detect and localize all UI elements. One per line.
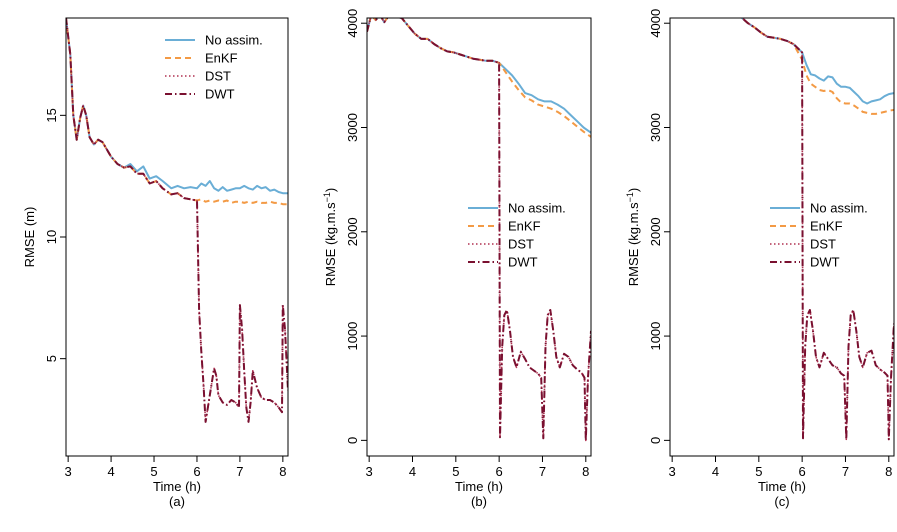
legend-label: DST xyxy=(205,69,231,84)
series-line-dashdot xyxy=(367,18,591,442)
y-tick-label: 4000 xyxy=(345,9,360,38)
y-tick-label: 10 xyxy=(44,230,59,244)
x-tick-label: 3 xyxy=(366,464,373,479)
legend-label: EnKF xyxy=(508,219,541,234)
y-tick-label: 2000 xyxy=(345,217,360,246)
series-line-dashdot xyxy=(66,18,288,423)
x-tick-label: 8 xyxy=(885,464,892,479)
plot-frame xyxy=(366,17,592,457)
x-tick-label: 7 xyxy=(842,464,849,479)
y-tick-label: 5 xyxy=(44,355,59,362)
panel-caption: (c) xyxy=(774,494,789,509)
legend-label: DST xyxy=(810,237,836,252)
legend: No assim. EnKF DST DWT xyxy=(468,201,566,270)
series-lines xyxy=(367,18,591,442)
x-tick-label: 3 xyxy=(65,464,72,479)
legend-label: EnKF xyxy=(810,219,843,234)
x-tick-label: 5 xyxy=(452,464,459,479)
legend-label: No assim. xyxy=(205,33,263,48)
y-axis-label: RMSE (kg.m.s−1) xyxy=(625,188,641,286)
y-tick-label: 2000 xyxy=(648,217,663,246)
series-line-dashed xyxy=(367,18,591,138)
x-axis-label: Time (h) xyxy=(153,479,201,494)
series-line-dashed xyxy=(715,18,894,115)
x-tick-label: 8 xyxy=(279,464,286,479)
panel-caption: (a) xyxy=(169,494,185,509)
legend-label: No assim. xyxy=(508,201,566,216)
x-tick-label: 5 xyxy=(755,464,762,479)
panel-c: 3 4 5 6 7 8 0 1000 2000 3000 4000 Time (h)(c) RMSE (… xyxy=(625,9,895,509)
series-line-solid xyxy=(367,18,591,134)
panel-caption: (b) xyxy=(471,494,487,509)
series-lines xyxy=(66,18,288,423)
legend-label: DST xyxy=(508,237,534,252)
legend: No assim. EnKF DST DWT xyxy=(770,201,868,270)
x-tick-label: 4 xyxy=(409,464,416,479)
y-tick-label: 3000 xyxy=(345,113,360,142)
y-tick-label: 4000 xyxy=(648,9,663,38)
y-tick-label: 0 xyxy=(648,437,663,444)
x-tick-label: 3 xyxy=(669,464,676,479)
x-axis-label: Time (h) xyxy=(455,479,503,494)
y-axis-label: RMSE (m) xyxy=(22,207,37,268)
x-axis-label: Time (h) xyxy=(758,479,806,494)
x-tick-label: 4 xyxy=(712,464,719,479)
legend-label: No assim. xyxy=(810,201,868,216)
y-tick-label: 3000 xyxy=(648,113,663,142)
x-tick-label: 7 xyxy=(236,464,243,479)
y-tick-label: 15 xyxy=(44,108,59,122)
series-line-dashdot xyxy=(715,18,894,441)
legend: No assim. EnKF DST DWT xyxy=(165,33,263,102)
y-tick-label: 0 xyxy=(345,437,360,444)
x-tick-label: 7 xyxy=(539,464,546,479)
y-tick-label: 1000 xyxy=(648,322,663,351)
series-line-solid xyxy=(715,18,894,105)
x-tick-label: 6 xyxy=(799,464,806,479)
legend-label: DWT xyxy=(205,87,235,102)
series-line-dotted xyxy=(736,18,894,441)
legend-label: EnKF xyxy=(205,51,238,66)
y-tick-label: 1000 xyxy=(345,322,360,351)
series-lines xyxy=(715,18,894,441)
x-tick-label: 8 xyxy=(582,464,589,479)
series-line-dotted xyxy=(367,18,591,442)
x-tick-label: 6 xyxy=(193,464,200,479)
x-tick-label: 6 xyxy=(496,464,503,479)
panel-a: 3 4 5 6 7 8 5 10 15 Time (h)(a) RMSE (m) No assim. E… xyxy=(22,17,289,509)
panel-b: 3 4 5 6 7 8 0 1000 2000 3000 4000 Time (h)(b) RMSE (… xyxy=(322,9,592,509)
legend-label: DWT xyxy=(508,255,538,270)
series-line-dotted xyxy=(66,18,288,423)
legend-label: DWT xyxy=(810,255,840,270)
x-tick-label: 5 xyxy=(150,464,157,479)
plot-frame xyxy=(65,17,289,457)
y-axis-label: RMSE (kg.m.s−1) xyxy=(322,188,338,286)
plot-frame xyxy=(669,17,895,457)
x-tick-label: 4 xyxy=(107,464,114,479)
